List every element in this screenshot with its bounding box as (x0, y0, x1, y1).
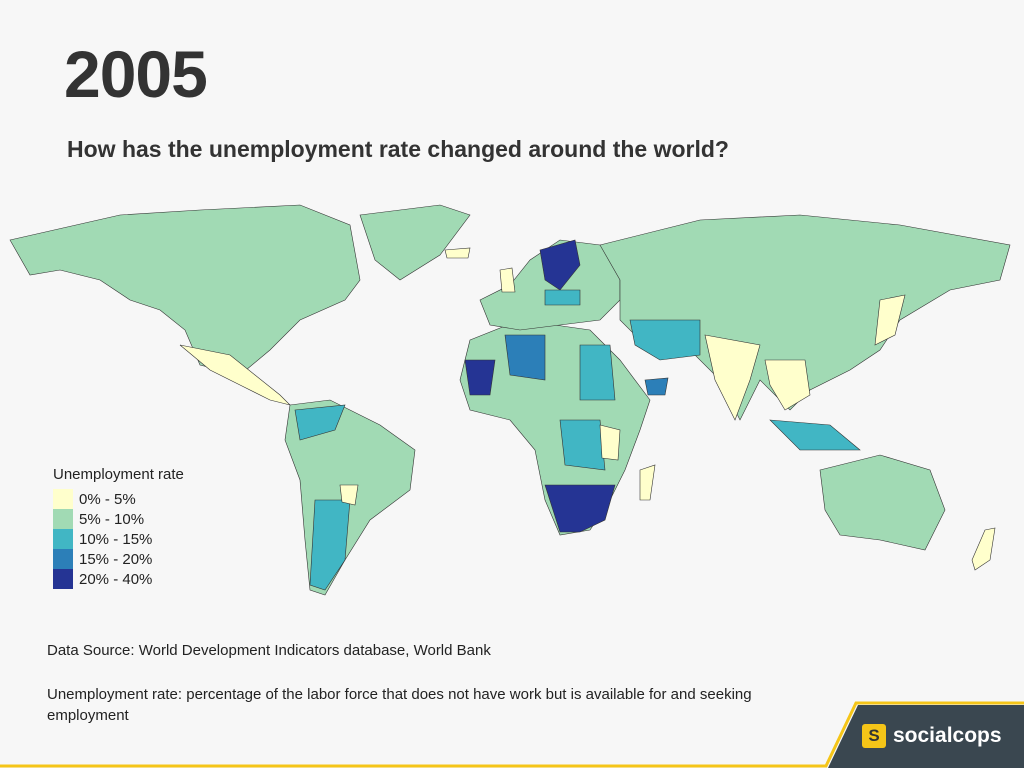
legend-item: 10% - 15% (53, 529, 184, 549)
uk (499, 267, 516, 293)
australia (819, 454, 946, 551)
legend-label: 5% - 10% (79, 510, 145, 528)
legend: Unemployment rate 0% - 5% 5% - 10% 10% - 1… (53, 466, 184, 589)
argentina (309, 499, 351, 591)
logo-icon: S (862, 724, 886, 748)
legend-label: 10% - 15% (79, 530, 153, 548)
india (704, 334, 761, 421)
world-map (9, 204, 1011, 596)
madagascar (639, 464, 656, 501)
legend-swatch (53, 529, 73, 549)
legend-swatch (53, 489, 73, 509)
data-source: Data Source: World Development Indicator… (47, 642, 491, 659)
algeria (504, 334, 546, 381)
logo-text: socialcops (893, 724, 1002, 747)
year-title: 2005 (64, 37, 208, 111)
japan (874, 294, 906, 346)
legend-items: 0% - 5% 5% - 10% 10% - 15% 15% - 20% 20% - 4… (53, 489, 184, 589)
western-sahara (464, 359, 496, 396)
southeast-asia (764, 359, 811, 411)
iceland (444, 247, 471, 259)
legend-label: 15% - 20% (79, 550, 153, 568)
scandinavia (539, 239, 581, 291)
central-africa (559, 419, 606, 471)
legend-label: 0% - 5% (79, 490, 136, 508)
yemen (644, 377, 669, 396)
middle-east (629, 319, 701, 361)
legend-swatch (53, 509, 73, 529)
indonesia (769, 419, 861, 451)
egypt-sudan (579, 344, 616, 401)
subtitle: How has the unemployment rate changed ar… (67, 136, 729, 162)
greenland (359, 204, 471, 281)
tanzania (599, 424, 621, 461)
bolivia (339, 484, 359, 506)
colombia-venezuela (294, 404, 346, 441)
legend-item: 5% - 10% (53, 509, 184, 529)
north-america (9, 204, 361, 376)
legend-item: 15% - 20% (53, 549, 184, 569)
legend-title: Unemployment rate (53, 466, 184, 483)
legend-item: 0% - 5% (53, 489, 184, 509)
legend-label: 20% - 40% (79, 570, 153, 588)
legend-swatch (53, 549, 73, 569)
central-europe (544, 289, 581, 306)
southern-africa (544, 484, 616, 533)
definition: Unemployment rate: percentage of the lab… (47, 686, 752, 724)
legend-swatch (53, 569, 73, 589)
new-zealand (971, 527, 996, 571)
legend-item: 20% - 40% (53, 569, 184, 589)
